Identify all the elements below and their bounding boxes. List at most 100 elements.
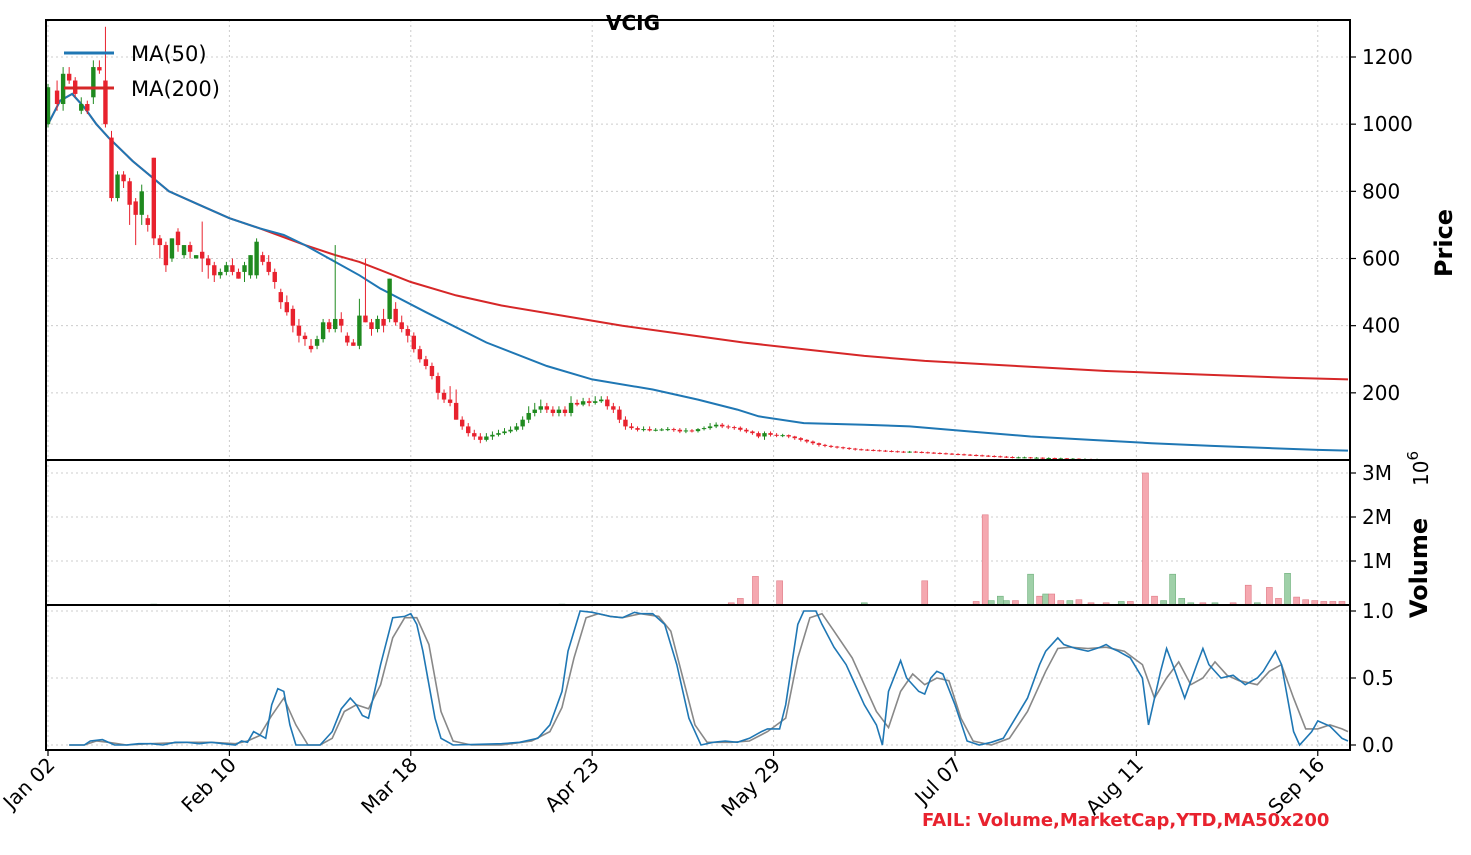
candle-body-36 bbox=[266, 261, 271, 272]
candle-body-26 bbox=[206, 258, 211, 266]
candle-body-148 bbox=[943, 453, 949, 455]
candle-body-5 bbox=[79, 104, 84, 111]
candle-body-40 bbox=[290, 308, 296, 326]
candle-body-114 bbox=[738, 427, 743, 430]
price-tick-label-1: 400 bbox=[1362, 314, 1400, 338]
candle-body-2 bbox=[60, 73, 66, 105]
volume-scale-label: 106 bbox=[1404, 451, 1433, 486]
legend: MA(50) MA(200) bbox=[64, 42, 220, 101]
candle-body-58 bbox=[399, 322, 404, 330]
candle-body-149 bbox=[949, 453, 955, 455]
volume-bar-36 bbox=[1266, 587, 1273, 606]
candle-body-166 bbox=[1052, 457, 1057, 459]
candle-body-81 bbox=[538, 406, 543, 410]
candle-body-104 bbox=[677, 429, 683, 432]
candle-body-94 bbox=[617, 409, 622, 420]
candle-body-118 bbox=[762, 433, 767, 437]
candle-body-0 bbox=[45, 87, 51, 125]
volume-bar-25 bbox=[1142, 472, 1149, 606]
candle-body-97 bbox=[635, 428, 640, 430]
volume-bar-4 bbox=[752, 576, 759, 606]
candle-body-116 bbox=[750, 431, 755, 434]
candle-body-11 bbox=[115, 174, 120, 199]
volume-tick-label-0: 1M bbox=[1362, 549, 1392, 573]
candle-body-154 bbox=[979, 455, 985, 457]
stoch-d-line bbox=[69, 612, 1349, 746]
stoch-k-line bbox=[69, 610, 1349, 747]
candle-body-138 bbox=[883, 450, 888, 452]
candle-body-95 bbox=[623, 419, 628, 427]
candle-body-158 bbox=[1004, 456, 1009, 458]
volume-bar-26 bbox=[1151, 595, 1158, 606]
price-panel-frame bbox=[45, 19, 1351, 461]
price-panel bbox=[45, 26, 1349, 461]
candle-body-87 bbox=[574, 402, 580, 405]
candle-body-151 bbox=[961, 454, 967, 456]
candle-body-34 bbox=[254, 241, 259, 276]
candle-body-159 bbox=[1010, 456, 1015, 458]
candle-body-167 bbox=[1058, 458, 1063, 460]
candle-body-69 bbox=[466, 426, 471, 434]
candle-body-140 bbox=[895, 451, 900, 453]
candle-body-137 bbox=[877, 450, 882, 452]
candle-body-25 bbox=[199, 251, 205, 259]
gridlines bbox=[46, 20, 1350, 750]
candle-body-53 bbox=[369, 322, 374, 330]
volume-axis-label: Volume bbox=[1405, 518, 1433, 618]
candle-body-135 bbox=[865, 449, 870, 451]
candle-body-100 bbox=[653, 429, 658, 431]
volume-bar-17 bbox=[1048, 593, 1056, 606]
candle-body-14 bbox=[133, 201, 138, 215]
candle-body-7 bbox=[91, 67, 96, 98]
candle-body-49 bbox=[345, 335, 350, 343]
candle-body-17 bbox=[151, 157, 157, 239]
candle-body-64 bbox=[435, 376, 441, 393]
candle-body-38 bbox=[278, 292, 283, 303]
candle-body-153 bbox=[973, 454, 979, 456]
stochastic-panel bbox=[69, 610, 1349, 747]
candle-body-54 bbox=[375, 318, 380, 330]
candle-body-144 bbox=[919, 451, 924, 453]
candle-body-86 bbox=[568, 402, 574, 413]
x-tick-label-5: Jul 07 bbox=[909, 753, 967, 811]
candle-body-28 bbox=[218, 271, 223, 276]
candle-body-132 bbox=[846, 447, 852, 449]
candle-body-128 bbox=[822, 444, 828, 446]
candle-body-115 bbox=[744, 429, 749, 432]
candle-body-103 bbox=[671, 429, 677, 431]
candle-body-39 bbox=[284, 302, 290, 313]
candle-body-57 bbox=[393, 308, 398, 323]
candle-body-12 bbox=[121, 174, 126, 182]
candle-body-152 bbox=[967, 454, 973, 456]
candle-body-24 bbox=[193, 255, 199, 259]
stoch-k-path bbox=[69, 610, 1349, 747]
candle-body-127 bbox=[816, 443, 822, 445]
svg-text:106: 106 bbox=[1404, 451, 1433, 486]
candle-body-105 bbox=[683, 430, 689, 432]
candle-body-93 bbox=[611, 406, 616, 410]
candle-body-45 bbox=[320, 322, 326, 340]
price-tick-label-4: 1000 bbox=[1362, 112, 1413, 136]
candle-body-106 bbox=[689, 430, 695, 432]
stoch-tick-label-2: 1.0 bbox=[1362, 599, 1394, 623]
candle-body-142 bbox=[907, 451, 912, 453]
volume-bar-15 bbox=[1036, 595, 1043, 606]
candle-body-143 bbox=[913, 451, 918, 453]
candle-body-13 bbox=[127, 181, 132, 205]
candle-body-150 bbox=[955, 453, 961, 455]
candle-body-56 bbox=[387, 278, 392, 319]
candle-body-131 bbox=[840, 447, 846, 449]
candle-body-80 bbox=[532, 409, 537, 413]
x-tick-label-7: Sep 16 bbox=[1263, 753, 1329, 819]
candle-body-119 bbox=[768, 433, 773, 435]
volume-tick-label-1: 2M bbox=[1362, 505, 1392, 529]
candle-body-113 bbox=[732, 427, 737, 429]
candle-body-96 bbox=[629, 426, 634, 429]
candle-body-101 bbox=[659, 429, 664, 431]
candle-body-35 bbox=[260, 255, 265, 262]
candle-body-48 bbox=[339, 318, 344, 326]
candle-body-75 bbox=[502, 431, 507, 434]
candle-body-98 bbox=[641, 429, 646, 431]
volume-bar-39 bbox=[1293, 596, 1300, 606]
candle-body-15 bbox=[139, 191, 144, 215]
